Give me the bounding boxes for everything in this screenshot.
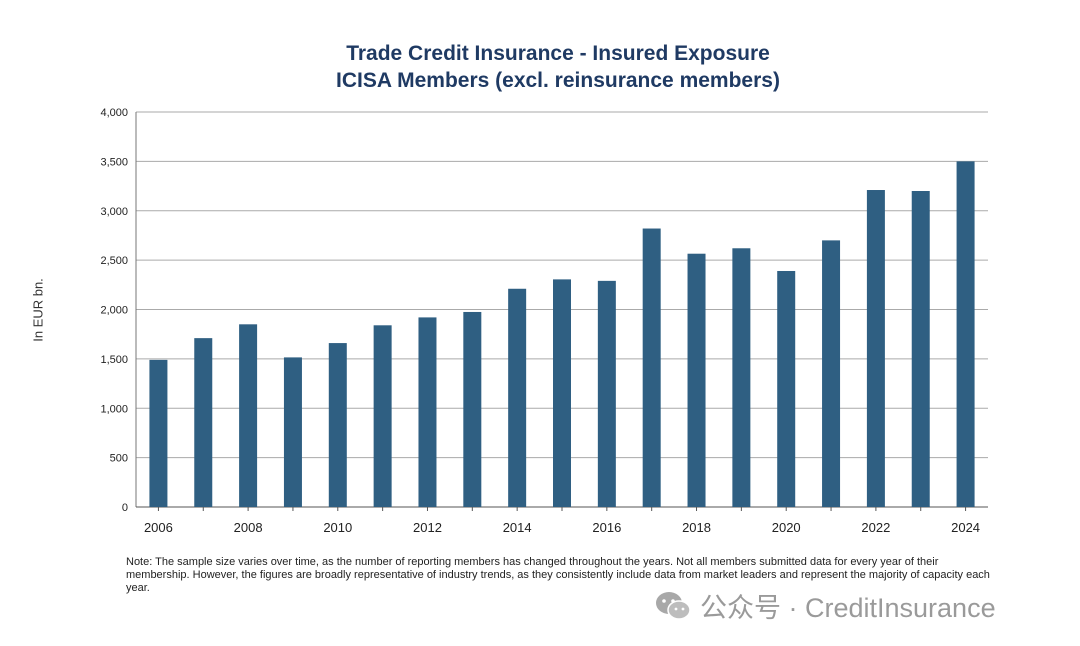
x-tick-label: 2012 xyxy=(413,520,442,535)
footnote: Note: The sample size varies over time, … xyxy=(126,556,990,594)
bar-2014 xyxy=(508,288,527,507)
y-tick-label: 0 xyxy=(122,502,128,514)
chart-subtitle: ICISA Members (excl. reinsurance members… xyxy=(336,69,780,92)
y-tick-label: 3,500 xyxy=(100,156,128,168)
bar-2018 xyxy=(687,253,706,507)
bar-2013 xyxy=(463,311,482,507)
bar-2006 xyxy=(149,359,168,507)
x-tick-label: 2018 xyxy=(682,520,711,535)
bar-2019 xyxy=(732,248,751,507)
y-tick-label: 500 xyxy=(110,453,128,465)
bar-2023 xyxy=(911,191,930,507)
x-tick-label: 2022 xyxy=(861,520,890,535)
bar-2021 xyxy=(822,240,841,507)
bar-2015 xyxy=(553,279,571,507)
y-tick-label: 2,000 xyxy=(100,305,128,317)
bar-2016 xyxy=(597,280,616,507)
bar-2024 xyxy=(956,161,975,507)
y-tick-label: 1,500 xyxy=(100,354,128,366)
bar-2022 xyxy=(866,190,885,507)
x-tick-label: 2014 xyxy=(503,520,532,535)
x-tick-label: 2008 xyxy=(234,520,263,535)
bar-2011 xyxy=(373,325,392,507)
x-tick-label: 2024 xyxy=(951,520,980,535)
y-tick-label: 1,000 xyxy=(100,403,128,415)
bar-2008 xyxy=(239,324,258,507)
x-tick-label: 2020 xyxy=(772,520,801,535)
bar-2010 xyxy=(328,343,347,507)
x-tick-label: 2006 xyxy=(144,520,173,535)
y-tick-label: 4,000 xyxy=(100,107,128,119)
watermark-text: 公众号 · CreditInsurance xyxy=(700,593,996,623)
y-tick-label: 2,500 xyxy=(100,255,128,267)
wechat-icon xyxy=(656,591,691,620)
y-tick-label: 3,000 xyxy=(100,206,128,218)
bar-2020 xyxy=(777,270,796,507)
chart-title-block: Trade Credit Insurance - Insured Exposur… xyxy=(0,40,1080,94)
bar-2009 xyxy=(283,357,302,507)
bar-2017 xyxy=(642,228,661,507)
watermark: 公众号 · CreditInsurance xyxy=(654,586,996,625)
x-tick-label: 2010 xyxy=(323,520,352,535)
bar-2012 xyxy=(418,317,437,507)
x-tick-label: 2016 xyxy=(592,520,621,535)
chart-title: Trade Credit Insurance - Insured Exposur… xyxy=(346,42,770,65)
bar-2007 xyxy=(194,338,213,507)
